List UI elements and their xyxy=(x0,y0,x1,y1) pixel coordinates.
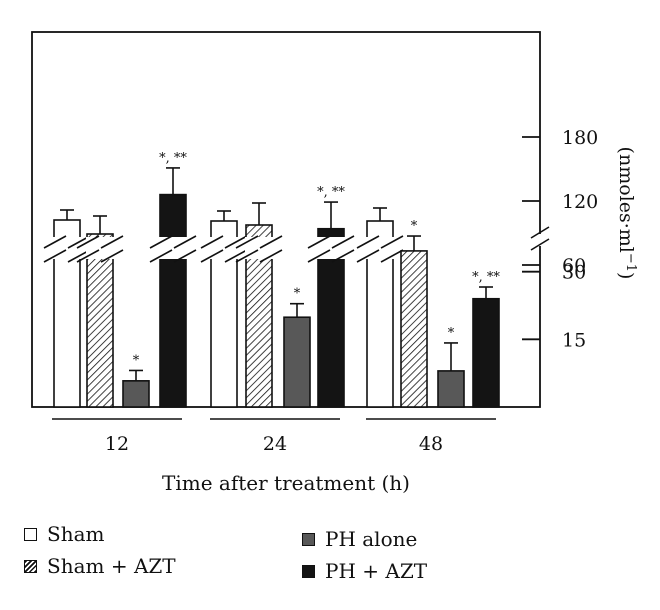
bar xyxy=(437,370,465,408)
legend-item-sham: Sham xyxy=(24,522,104,546)
significance-label: * xyxy=(411,219,418,234)
x-category-label: 24 xyxy=(263,433,287,455)
bar-break-mark xyxy=(43,249,67,263)
legend-swatch-sham xyxy=(24,527,37,541)
bar xyxy=(472,297,500,408)
bar-break-mark xyxy=(224,249,248,263)
significance-label: * xyxy=(448,326,455,341)
legend-label-ph-alone: PH alone xyxy=(325,527,418,551)
bar-break-mark xyxy=(173,235,197,249)
bar-break-mark xyxy=(259,249,283,263)
y-axis-label-close: ) xyxy=(615,272,637,279)
significance-label: * xyxy=(294,287,301,302)
legend-swatch-sham-azt xyxy=(24,559,37,573)
bar-break-mark xyxy=(331,249,355,263)
y-axis-label: (nmoles·ml−1) xyxy=(615,147,638,280)
legend-label-sham: Sham xyxy=(47,522,105,546)
bar-break-mark xyxy=(76,235,100,249)
bar-break-mark xyxy=(235,249,259,263)
significance-label: *, ** xyxy=(159,151,187,166)
bar-break-mark xyxy=(307,249,331,263)
y-axis-label-superscript: −1 xyxy=(623,253,638,272)
bar-break-mark xyxy=(149,249,173,263)
bar-break-mark xyxy=(173,249,197,263)
legend-item-ph-azt: PH + AZT xyxy=(302,559,427,583)
x-category-label: 48 xyxy=(419,433,443,455)
bar xyxy=(400,250,428,408)
axis-break-mark xyxy=(530,226,550,239)
bar-break-mark xyxy=(76,249,100,263)
bar-break-mark xyxy=(380,249,404,263)
bar xyxy=(86,233,114,408)
bar-break-mark xyxy=(200,235,224,249)
bar-break-mark xyxy=(356,235,380,249)
x-axis-label: Time after treatment (h) xyxy=(162,471,410,495)
bar xyxy=(159,193,187,408)
bar-break-mark xyxy=(100,249,124,263)
axis-break-mark xyxy=(530,238,550,251)
legend-item-sham-azt: Sham + AZT xyxy=(24,554,176,578)
bar-break-mark xyxy=(200,249,224,263)
bar-break-mark xyxy=(100,235,124,249)
bar-break-mark xyxy=(235,235,259,249)
significance-label: *, ** xyxy=(472,270,500,285)
legend-item-ph-alone: PH alone xyxy=(302,527,417,551)
bar-break-mark xyxy=(224,235,248,249)
bar xyxy=(122,380,150,408)
legend-label-sham-azt: Sham + AZT xyxy=(47,554,176,578)
y-tick-label: 60 xyxy=(562,255,586,277)
y-tick-label: 120 xyxy=(562,191,598,213)
bar-break-mark xyxy=(149,235,173,249)
significance-label: * xyxy=(133,353,140,368)
legend-swatch-ph-azt xyxy=(302,564,315,578)
bar-break-mark xyxy=(43,235,67,249)
y-tick-label: 180 xyxy=(562,127,598,149)
y-tick-label: 15 xyxy=(562,329,586,351)
bar-break-mark xyxy=(356,249,380,263)
bar-break-mark xyxy=(380,235,404,249)
significance-label: *, ** xyxy=(317,185,345,200)
bar-break-mark xyxy=(307,235,331,249)
bar xyxy=(283,316,311,408)
legend-label-ph-azt: PH + AZT xyxy=(325,559,428,583)
bar-break-mark xyxy=(259,235,283,249)
y-tick-label: 30 xyxy=(562,262,586,284)
x-category-label: 12 xyxy=(105,433,129,455)
bar-break-mark xyxy=(331,235,355,249)
legend-swatch-ph-alone xyxy=(302,532,315,546)
axis-break-gap xyxy=(532,234,548,246)
